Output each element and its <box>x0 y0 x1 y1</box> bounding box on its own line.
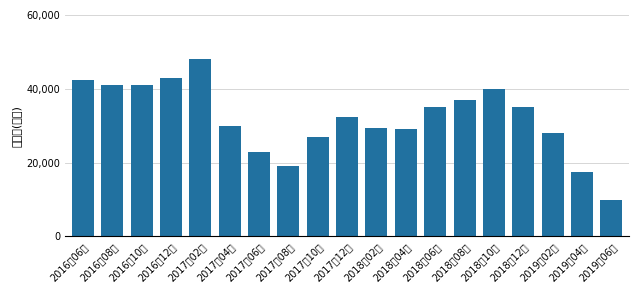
Bar <box>395 129 417 236</box>
Bar <box>278 166 300 236</box>
Bar <box>131 85 153 236</box>
Bar <box>248 152 270 236</box>
Bar <box>160 78 182 236</box>
Bar <box>483 89 505 236</box>
Bar <box>512 107 534 236</box>
Bar <box>600 200 622 236</box>
Bar <box>424 107 446 236</box>
Bar <box>571 172 593 236</box>
Y-axis label: 거래량(건수): 거래량(건수) <box>11 105 21 147</box>
Bar <box>219 126 241 236</box>
Bar <box>307 137 329 236</box>
Bar <box>72 80 94 236</box>
Bar <box>336 116 358 236</box>
Bar <box>541 133 564 236</box>
Bar <box>189 59 211 236</box>
Bar <box>454 100 476 236</box>
Bar <box>365 128 387 236</box>
Bar <box>101 85 124 236</box>
